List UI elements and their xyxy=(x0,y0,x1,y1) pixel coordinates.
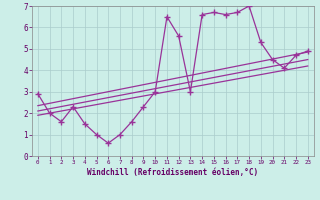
X-axis label: Windchill (Refroidissement éolien,°C): Windchill (Refroidissement éolien,°C) xyxy=(87,168,258,177)
